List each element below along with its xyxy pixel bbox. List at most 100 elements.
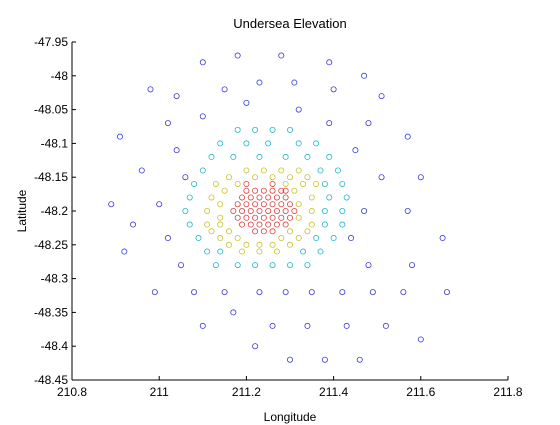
data-point bbox=[217, 140, 224, 147]
data-point bbox=[247, 221, 254, 228]
data-point bbox=[230, 309, 237, 316]
data-point bbox=[295, 167, 302, 174]
data-point bbox=[317, 167, 324, 174]
data-point bbox=[286, 126, 293, 133]
data-point bbox=[269, 180, 276, 187]
data-point bbox=[221, 187, 228, 194]
data-point bbox=[291, 79, 298, 86]
data-point bbox=[225, 241, 232, 248]
data-point bbox=[313, 235, 320, 242]
data-point bbox=[239, 221, 246, 228]
data-point bbox=[404, 133, 411, 140]
data-point bbox=[239, 207, 246, 214]
data-point bbox=[260, 187, 267, 194]
data-point bbox=[269, 322, 276, 329]
data-point bbox=[243, 214, 250, 221]
data-point bbox=[260, 228, 267, 235]
y-tick-label: -48.05 bbox=[34, 103, 68, 117]
y-tick-label: -48.45 bbox=[34, 373, 68, 387]
data-point bbox=[199, 167, 206, 174]
data-point bbox=[234, 201, 241, 208]
data-point bbox=[282, 289, 289, 296]
data-point bbox=[164, 120, 171, 127]
data-point bbox=[265, 194, 272, 201]
data-point bbox=[252, 201, 259, 208]
data-point bbox=[212, 262, 219, 269]
data-point bbox=[286, 214, 293, 221]
y-tick-label: -48.15 bbox=[34, 170, 68, 184]
data-point bbox=[234, 126, 241, 133]
data-point bbox=[256, 79, 263, 86]
x-tick-label: 211.8 bbox=[493, 385, 522, 399]
data-point bbox=[286, 356, 293, 363]
data-point bbox=[252, 214, 259, 221]
y-tick-label: -48.1 bbox=[41, 136, 69, 150]
y-tick-label: -48.4 bbox=[41, 339, 69, 353]
data-point bbox=[378, 174, 385, 181]
data-point bbox=[334, 167, 341, 174]
data-point bbox=[130, 221, 137, 228]
data-point bbox=[273, 221, 280, 228]
data-point bbox=[234, 262, 241, 269]
y-tick-label: -47.95 bbox=[34, 35, 68, 49]
data-point bbox=[282, 187, 289, 194]
data-point bbox=[221, 289, 228, 296]
data-point bbox=[256, 241, 263, 248]
data-point bbox=[348, 235, 355, 242]
data-point bbox=[217, 221, 224, 228]
data-point bbox=[278, 167, 285, 174]
data-point bbox=[365, 120, 372, 127]
data-point bbox=[269, 241, 276, 248]
data-point bbox=[439, 235, 446, 242]
data-point bbox=[191, 180, 198, 187]
data-point bbox=[225, 228, 232, 235]
data-point bbox=[317, 248, 324, 255]
data-point bbox=[199, 113, 206, 120]
data-point bbox=[269, 214, 276, 221]
data-point bbox=[204, 248, 211, 255]
x-tick-label: 211.6 bbox=[406, 385, 435, 399]
data-point bbox=[321, 221, 328, 228]
data-point bbox=[212, 180, 219, 187]
data-point bbox=[269, 228, 276, 235]
data-point bbox=[269, 187, 276, 194]
data-point bbox=[313, 180, 320, 187]
data-point bbox=[369, 289, 376, 296]
y-tick-label: -48.25 bbox=[34, 238, 68, 252]
data-point bbox=[147, 86, 154, 93]
x-axis-ticks: 210.8 211 211.2 211.4 211.6 211.8 bbox=[57, 376, 523, 399]
data-point bbox=[295, 106, 302, 113]
data-point bbox=[269, 262, 276, 269]
data-point bbox=[291, 207, 298, 214]
data-point bbox=[343, 194, 350, 201]
data-point bbox=[243, 99, 250, 106]
data-point bbox=[239, 194, 246, 201]
data-point bbox=[417, 174, 424, 181]
data-point bbox=[308, 194, 315, 201]
data-point bbox=[173, 93, 180, 100]
data-point bbox=[256, 248, 263, 255]
data-point bbox=[230, 153, 237, 160]
y-tick-label: -48.35 bbox=[34, 305, 68, 319]
data-point bbox=[234, 214, 241, 221]
data-point bbox=[339, 289, 346, 296]
data-point bbox=[173, 147, 180, 154]
data-point bbox=[273, 194, 280, 201]
data-point bbox=[308, 289, 315, 296]
data-point bbox=[217, 235, 224, 242]
y-tick-label: -48.3 bbox=[41, 272, 69, 286]
x-axis-label: Longitude bbox=[264, 410, 317, 424]
data-point bbox=[352, 147, 359, 154]
data-point bbox=[234, 52, 241, 59]
data-point bbox=[304, 228, 311, 235]
data-point bbox=[321, 180, 328, 187]
data-point bbox=[361, 207, 368, 214]
data-point bbox=[243, 180, 250, 187]
x-tick-label: 211.4 bbox=[319, 385, 348, 399]
data-point bbox=[252, 262, 259, 269]
data-point bbox=[221, 86, 228, 93]
data-point bbox=[278, 187, 285, 194]
data-point bbox=[234, 180, 241, 187]
data-point bbox=[286, 228, 293, 235]
data-point bbox=[326, 120, 333, 127]
